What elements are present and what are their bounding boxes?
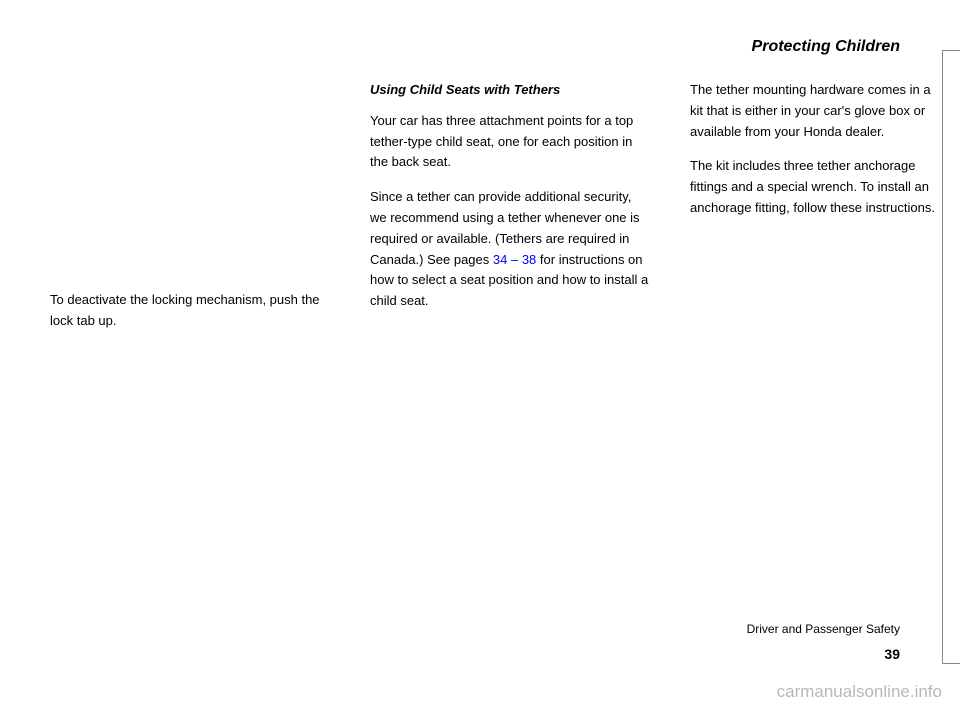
page-ref-link-1[interactable]: 34 [493, 252, 507, 267]
mid-para-1: Your car has three attachment points for… [370, 111, 650, 173]
right-para-1: The tether mounting hardware comes in a … [690, 80, 940, 142]
page-ref-dash: – [507, 252, 521, 267]
page-title: Protecting Children [752, 38, 900, 56]
left-para-1: To deactivate the locking mechanism, pus… [50, 290, 330, 332]
mid-subhead: Using Child Seats with Tethers [370, 80, 650, 101]
mid-spacer [370, 40, 650, 80]
column-right: The tether mounting hardware comes in a … [690, 40, 940, 346]
mid-para-2: Since a tether can provide additional se… [370, 187, 650, 312]
thumb-index-tab [942, 50, 960, 664]
illustration-spacer [50, 40, 330, 290]
page-number: 39 [884, 646, 900, 662]
right-para-2: The kit includes three tether anchorage … [690, 156, 940, 218]
watermark-text: carmanualsonline.info [777, 682, 942, 702]
footer-section-label: Driver and Passenger Safety [747, 622, 900, 636]
column-left: To deactivate the locking mechanism, pus… [50, 40, 330, 346]
column-middle: Using Child Seats with Tethers Your car … [370, 40, 650, 346]
page-ref-link-2[interactable]: 38 [522, 252, 536, 267]
manual-page: Protecting Children To deactivate the lo… [0, 0, 960, 714]
content-columns: To deactivate the locking mechanism, pus… [50, 40, 910, 346]
